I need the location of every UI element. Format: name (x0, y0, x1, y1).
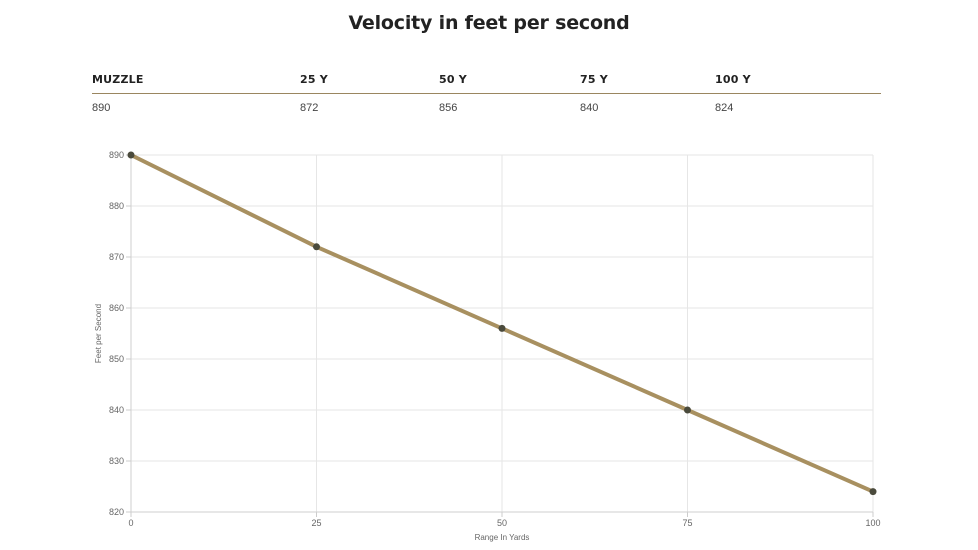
x-tick-label: 100 (865, 518, 880, 528)
axes (126, 154, 874, 517)
data-point[interactable] (313, 243, 320, 251)
data-point[interactable] (869, 488, 877, 496)
value-50y: 856 (439, 102, 458, 114)
x-axis-label: Range In Yards (475, 533, 530, 542)
data-point[interactable] (498, 324, 506, 332)
x-tick-label: 25 (311, 518, 321, 528)
y-tick-label: 840 (109, 405, 124, 415)
y-tick-label: 870 (109, 252, 124, 262)
chart-title: Velocity in feet per second (348, 12, 630, 34)
y-tick-label: 890 (109, 150, 124, 160)
value-muzzle: 890 (92, 102, 111, 114)
y-tick-label: 880 (109, 201, 124, 211)
y-tick-label: 860 (109, 303, 124, 313)
value-25y: 872 (300, 102, 319, 114)
data-point[interactable] (684, 406, 691, 414)
y-tick-label: 820 (109, 507, 124, 517)
tick-labels: 820 830 840 850 860 870 880 890 0 25 50 75 100 (109, 150, 881, 528)
x-tick-label: 50 (497, 518, 507, 528)
header-muzzle: MUZZLE (92, 73, 144, 86)
series (127, 151, 877, 496)
y-tick-label: 830 (109, 456, 124, 466)
header-25y: 25 Y (300, 73, 328, 86)
x-tick-label: 0 (128, 518, 133, 528)
grid (130, 154, 874, 513)
table-value-row: 890 872 856 840 824 (92, 94, 881, 124)
header-75y: 75 Y (580, 73, 608, 86)
value-75y: 840 (580, 102, 599, 114)
header-50y: 50 Y (439, 73, 467, 86)
table-header-row: MUZZLE 25 Y 50 Y 75 Y 100 Y (92, 70, 881, 94)
data-point[interactable] (127, 151, 135, 159)
header-100y: 100 Y (715, 73, 751, 86)
x-tick-label: 75 (682, 518, 692, 528)
velocity-table: MUZZLE 25 Y 50 Y 75 Y 100 Y 890 872 856 … (92, 70, 881, 124)
value-100y: 824 (715, 102, 734, 114)
y-axis-label: Feet per Second (94, 304, 103, 363)
y-tick-label: 850 (109, 354, 124, 364)
